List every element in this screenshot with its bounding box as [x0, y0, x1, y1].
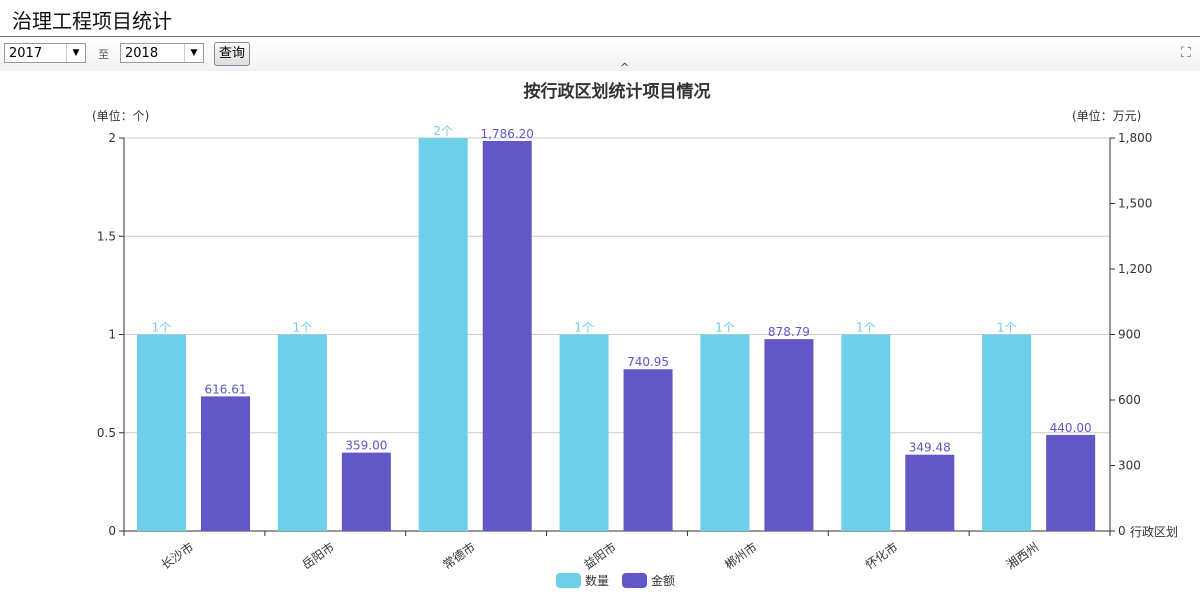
data-label: 740.95 [627, 355, 669, 369]
chevron-down-icon[interactable]: ▼ [66, 44, 85, 62]
bar-数量 [982, 334, 1032, 531]
data-label: 1个 [574, 321, 594, 335]
left-axis-unit: (单位：个) [92, 108, 149, 123]
left-tick-label: 2 [108, 131, 116, 145]
divider [0, 36, 1200, 37]
x-tick-label: 怀化市 [862, 539, 900, 572]
year-to-value: 2018 [125, 46, 159, 61]
year-from-select[interactable]: 2017 ▼ [4, 43, 86, 63]
data-label: 1个 [715, 321, 735, 335]
left-tick-label: 0.5 [97, 426, 116, 440]
right-tick-label: 0 [1118, 524, 1126, 538]
bar-数量 [137, 334, 186, 531]
data-label: 1个 [997, 321, 1017, 335]
x-tick-label: 湘西州 [1003, 539, 1041, 572]
data-label: 359.00 [345, 439, 387, 453]
left-tick-label: 1.5 [97, 229, 116, 243]
right-tick-label: 1,200 [1118, 262, 1152, 276]
chevron-down-icon[interactable]: ▼ [184, 44, 203, 62]
data-label: 1个 [856, 321, 876, 335]
bar-金额 [764, 339, 814, 531]
bar-金额 [482, 141, 532, 531]
legend-label: 金额 [651, 573, 675, 588]
bar-数量 [418, 138, 468, 531]
data-label: 2个 [433, 124, 453, 138]
to-label: 至 [98, 48, 109, 61]
right-axis-unit: (单位：万元) [1072, 108, 1141, 123]
bar-金额 [201, 396, 250, 531]
legend-swatch [622, 573, 647, 588]
x-tick-label: 岳阳市 [299, 539, 337, 572]
year-to-select[interactable]: 2018 ▼ [120, 43, 204, 63]
right-tick-label: 600 [1118, 393, 1141, 407]
right-tick-label: 900 [1118, 328, 1141, 342]
data-label: 349.48 [909, 441, 951, 455]
data-label: 440.00 [1050, 421, 1092, 435]
query-button[interactable]: 查询 [214, 42, 251, 66]
bar-金额 [623, 369, 673, 531]
bar-金额 [1046, 434, 1096, 531]
legend-label: 数量 [585, 573, 609, 588]
bar-金额 [905, 454, 955, 531]
legend-swatch [556, 573, 581, 588]
bar-数量 [700, 334, 750, 531]
x-axis-name: 行政区划 [1130, 525, 1178, 539]
right-tick-label: 1,800 [1118, 131, 1152, 145]
data-label: 878.79 [768, 325, 810, 339]
expand-icon[interactable]: ⛶ [1181, 45, 1191, 61]
right-tick-label: 300 [1118, 459, 1141, 473]
page-title: 治理工程项目统计 [12, 9, 172, 33]
data-label: 1,786.20 [480, 127, 533, 141]
data-label: 1个 [152, 321, 172, 335]
bar-金额 [341, 452, 391, 531]
year-from-value: 2017 [9, 46, 43, 61]
x-tick-label: 长沙市 [158, 539, 196, 572]
filter-toolbar: 2017 ▼ 至 2018 ▼ 查询 ^ ⛶ [0, 37, 1200, 74]
caret-up-icon[interactable]: ^ [620, 61, 630, 74]
bar-数量 [559, 334, 609, 531]
x-tick-label: 常德市 [440, 539, 478, 572]
right-tick-label: 1,500 [1118, 197, 1152, 211]
bar-数量 [841, 334, 891, 531]
data-label: 1个 [293, 321, 313, 335]
data-label: 616.61 [205, 382, 247, 396]
bar-数量 [277, 334, 327, 531]
x-tick-label: 益阳市 [581, 539, 619, 572]
chart-title: 按行政区划统计项目情况 [524, 81, 711, 102]
left-tick-label: 1 [108, 328, 116, 342]
x-tick-label: 郴州市 [721, 539, 759, 572]
left-tick-label: 0 [108, 524, 116, 538]
